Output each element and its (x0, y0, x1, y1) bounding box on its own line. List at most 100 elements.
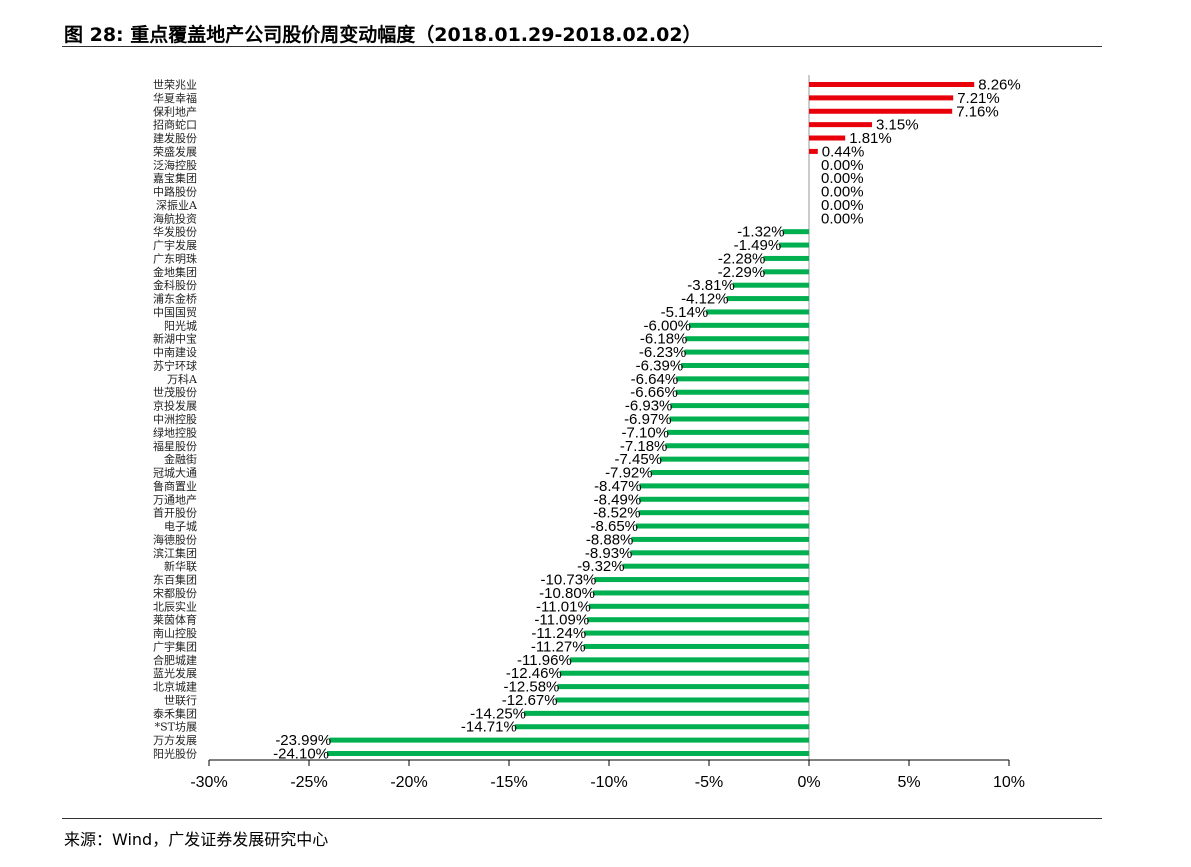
x-tick-label: -25% (290, 774, 327, 791)
data-label: -6.18% (640, 331, 688, 348)
bar (593, 590, 809, 596)
category-label: 广宇集团 (153, 639, 197, 653)
bar (524, 710, 809, 716)
bar (583, 643, 809, 649)
category-label: 绿地控股 (153, 425, 197, 439)
category-label: 世茂股份 (153, 385, 197, 399)
x-tick-label: 0% (797, 774, 820, 791)
category-label: 阳光城 (164, 318, 197, 332)
data-label: -5.14% (661, 304, 709, 321)
data-label: 0.44% (822, 143, 865, 160)
data-label: 7.16% (956, 103, 999, 120)
category-label: 蓝光发展 (153, 666, 197, 680)
bar (638, 510, 809, 516)
data-label: -6.00% (643, 317, 691, 334)
category-label: 万通地产 (153, 492, 197, 506)
data-label: -12.67% (502, 692, 558, 709)
x-tick-label: 10% (993, 774, 1025, 791)
bar (631, 536, 809, 542)
category-label: 新湖中宝 (153, 332, 197, 346)
bar (689, 322, 809, 328)
data-label: -1.32% (737, 224, 785, 241)
data-label: 0.00% (821, 197, 864, 214)
category-label: 电子城 (164, 520, 197, 533)
title-divider (62, 46, 1102, 47)
bar (559, 670, 809, 676)
category-label: 中国国贸 (153, 306, 197, 319)
bar (650, 470, 809, 476)
data-label: 8.26% (978, 77, 1021, 94)
bar (684, 349, 809, 355)
category-label: 南山控股 (153, 626, 197, 640)
category-label: 滨江集团 (153, 546, 197, 560)
data-label: -1.49% (734, 237, 782, 254)
bar (667, 429, 809, 435)
data-label: -8.88% (586, 531, 634, 548)
category-label: 广宇发展 (153, 238, 197, 252)
data-label: -6.64% (631, 371, 679, 388)
category-label: 嘉宝集团 (153, 171, 197, 185)
category-label: 新华联 (164, 559, 197, 573)
category-label: 北辰实业 (153, 599, 197, 613)
category-label: 京投发展 (153, 399, 197, 413)
category-label: 首开股份 (153, 506, 197, 520)
category-label: 莱茵体育 (153, 613, 197, 627)
bar (675, 389, 809, 395)
bar (809, 95, 954, 101)
category-label: 海德股份 (153, 532, 197, 546)
data-label: -11.24% (531, 625, 586, 642)
category-label: 苏宁环球 (153, 358, 197, 372)
data-label: -11.27% (531, 638, 586, 655)
bar (809, 135, 846, 141)
bar (779, 242, 809, 248)
data-label: -8.65% (590, 518, 638, 535)
category-label: 鲁商置业 (153, 479, 197, 493)
category-label: 保利地产 (153, 104, 197, 118)
data-label: -4.12% (681, 291, 729, 308)
bar (639, 496, 809, 502)
data-label: 0.00% (821, 184, 864, 201)
category-label: 福星股份 (153, 439, 197, 453)
data-label: -8.93% (585, 545, 633, 562)
category-label: 合肥城建 (153, 653, 197, 667)
bar (763, 255, 809, 261)
data-label: -2.28% (718, 250, 766, 267)
bar (588, 603, 809, 609)
bar (636, 523, 809, 529)
data-label: 3.15% (876, 117, 919, 134)
category-label: 宋都股份 (153, 586, 197, 600)
data-label: -6.93% (625, 398, 673, 415)
bar (676, 376, 809, 382)
bar (726, 296, 809, 302)
bar (706, 309, 809, 315)
x-tick-label: -30% (190, 774, 227, 791)
data-label: -2.29% (718, 264, 766, 281)
category-label: 广东明珠 (153, 251, 197, 265)
data-label: -6.39% (636, 357, 684, 374)
data-label: -24.10% (273, 746, 329, 763)
category-label: 世联行 (164, 694, 197, 707)
x-tick-label: 5% (897, 774, 920, 791)
bar (569, 657, 809, 663)
data-label: -9.32% (577, 558, 625, 575)
category-label: 泛海控股 (153, 158, 197, 172)
category-label: 世荣兆业 (153, 79, 197, 92)
category-label: 中南建设 (153, 345, 197, 359)
data-label: -6.66% (630, 384, 678, 401)
data-label: -11.01% (536, 598, 591, 615)
data-label: -7.18% (620, 438, 668, 455)
bar (670, 403, 809, 409)
category-label: 中洲控股 (153, 412, 197, 426)
source-note: 来源：Wind，广发证券发展研究中心 (64, 830, 329, 849)
bar (594, 577, 809, 583)
bar (809, 82, 975, 87)
category-label: 冠城大通 (153, 466, 197, 480)
data-label: -7.92% (605, 465, 653, 482)
category-label: 泰禾集团 (153, 706, 197, 720)
category-label: 华夏幸福 (153, 91, 197, 105)
x-tick-label: -10% (590, 774, 627, 791)
data-label: 7.21% (957, 90, 1000, 107)
category-label: 荣盛发展 (153, 144, 197, 158)
bar (681, 362, 809, 368)
bar (685, 336, 809, 342)
